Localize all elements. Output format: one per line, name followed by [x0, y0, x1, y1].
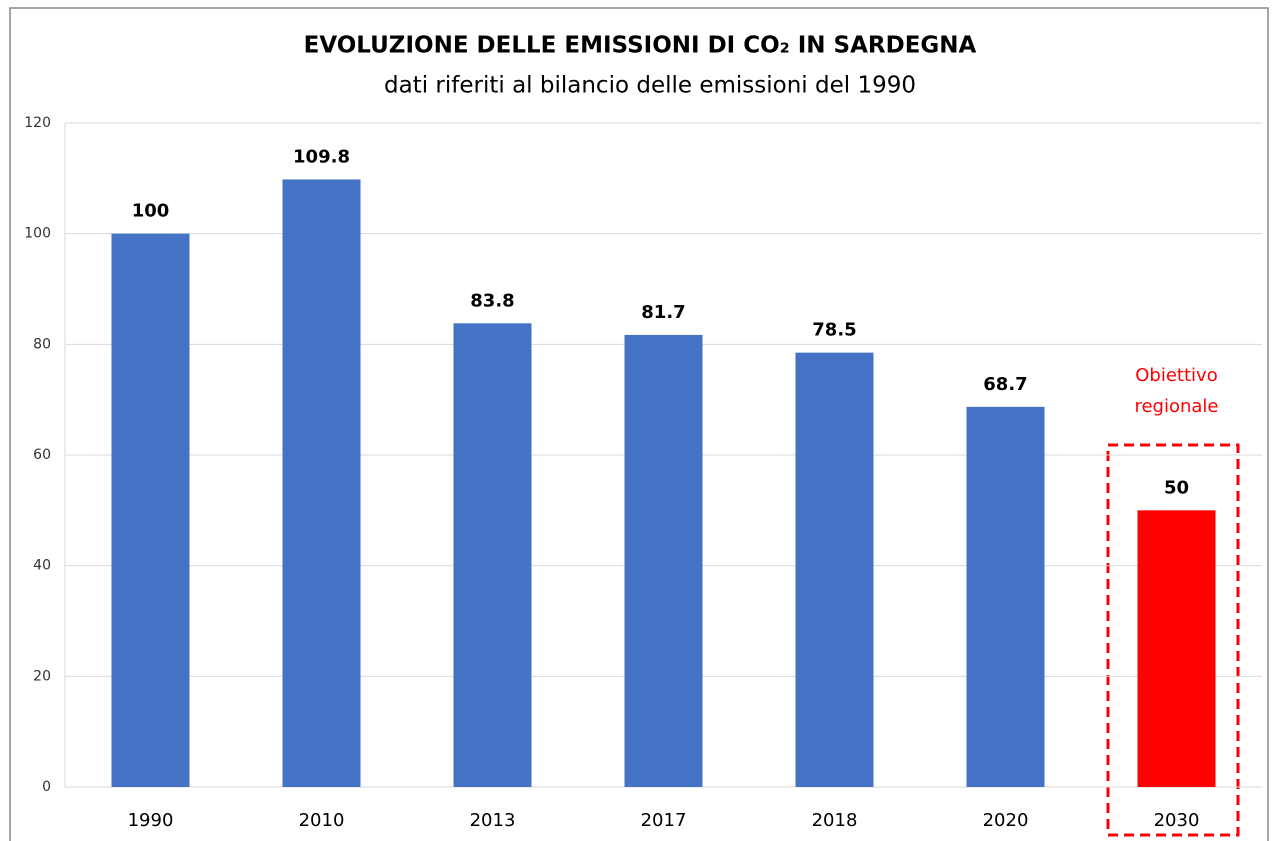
x-tick-label: 2013 — [470, 810, 516, 831]
value-label: 83.8 — [470, 290, 514, 311]
y-tick-label: 60 — [33, 447, 51, 463]
x-tick-label: 2030 — [1154, 810, 1200, 831]
x-tick-label: 2010 — [299, 810, 345, 831]
bar — [966, 406, 1045, 787]
y-tick-label: 20 — [33, 668, 51, 684]
x-tick-label: 1990 — [128, 810, 174, 831]
x-tick-label: 2018 — [812, 810, 858, 831]
bar — [795, 352, 874, 787]
x-tick-label: 2017 — [641, 810, 687, 831]
value-label: 50 — [1164, 477, 1189, 498]
bar — [111, 233, 190, 787]
value-label: 109.8 — [293, 146, 350, 167]
value-label: 81.7 — [641, 302, 685, 323]
y-tick-label: 0 — [42, 779, 51, 795]
chart-subtitle: dati riferiti al bilancio delle emission… — [384, 73, 916, 99]
value-label: 100 — [132, 201, 170, 222]
value-label: 78.5 — [812, 320, 856, 341]
bar — [453, 323, 532, 787]
bar — [282, 179, 361, 787]
annotation: Obiettivo — [1135, 365, 1217, 386]
y-tick-label: 100 — [24, 226, 51, 242]
y-tick-label: 40 — [33, 558, 51, 574]
annotation: regionale — [1134, 396, 1218, 417]
highlight-box — [1106, 443, 1240, 837]
x-tick-label: 2020 — [983, 810, 1029, 831]
y-tick-label: 80 — [33, 336, 51, 352]
value-label: 68.7 — [983, 374, 1027, 395]
bar — [1137, 510, 1216, 787]
chart-title: EVOLUZIONE DELLE EMISSIONI DI CO₂ IN SAR… — [304, 33, 977, 59]
bar — [624, 334, 703, 787]
frame — [9, 7, 1269, 841]
y-tick-label: 120 — [24, 115, 51, 131]
